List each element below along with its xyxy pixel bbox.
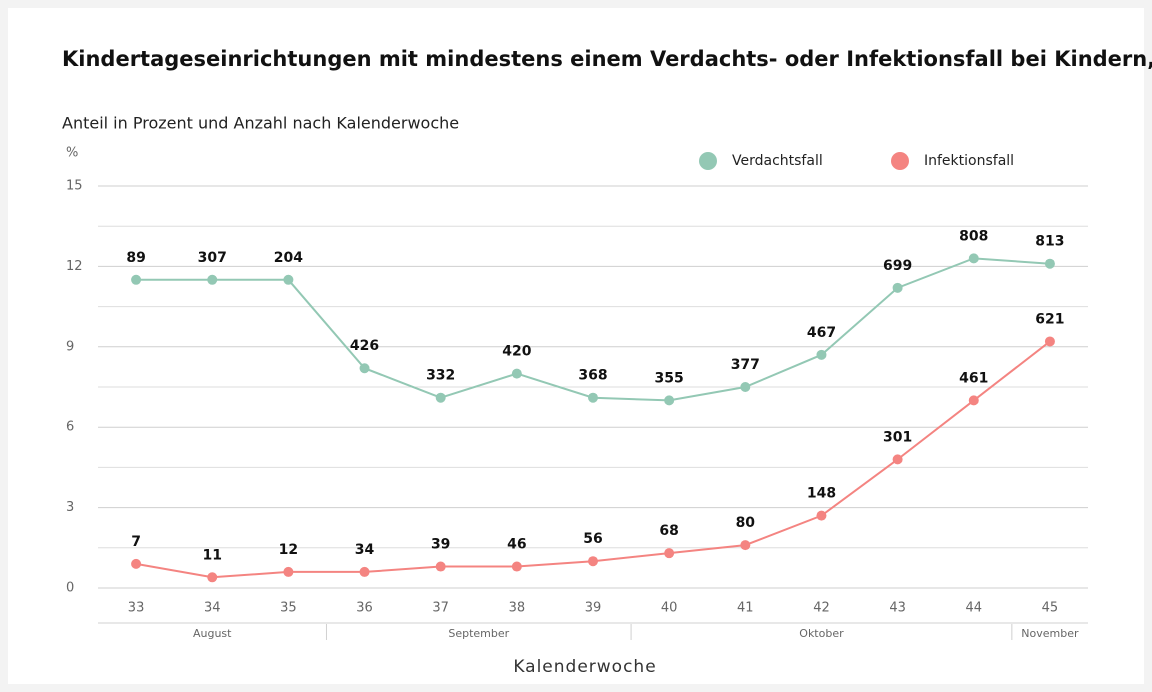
data-label: 34 [355, 542, 375, 558]
point [892, 454, 903, 465]
x-tick-label: 33 [128, 601, 145, 616]
y-tick-label: 6 [66, 420, 74, 435]
point [511, 561, 522, 572]
data-label: 467 [807, 325, 836, 341]
x-tick-label: 39 [585, 601, 602, 616]
point [892, 282, 903, 293]
x-tick-label: 38 [509, 601, 526, 616]
data-label: 420 [502, 344, 531, 360]
x-tick-label: 45 [1042, 601, 1059, 616]
x-tick-label: 42 [813, 601, 830, 616]
data-label: 68 [659, 523, 678, 539]
point [1044, 336, 1055, 347]
data-label: 12 [279, 542, 298, 558]
x-tick-label: 34 [204, 601, 221, 616]
chart-title: Kindertageseinrichtungen mit mindestens … [62, 47, 1152, 71]
point [207, 274, 218, 285]
point [740, 382, 751, 392]
point [588, 392, 598, 403]
month-label: August [193, 627, 232, 640]
y-tick-label: 0 [66, 581, 74, 596]
data-label: 368 [578, 368, 607, 384]
point [588, 556, 598, 567]
data-label: 56 [583, 531, 602, 547]
point [664, 548, 675, 559]
point [740, 540, 751, 551]
y-tick-label: 12 [66, 259, 83, 274]
data-label: 355 [655, 370, 684, 386]
point [131, 274, 142, 285]
data-label: 11 [202, 547, 221, 563]
card [8, 8, 1144, 684]
point [435, 561, 446, 572]
data-label: 461 [959, 370, 988, 386]
legend-label: Infektionsfall [924, 153, 1014, 169]
y-tick-label: 3 [66, 500, 74, 515]
x-tick-label: 37 [432, 601, 449, 616]
x-tick-label: 36 [356, 601, 373, 616]
data-label: 39 [431, 537, 450, 553]
y-tick-label: 9 [66, 339, 74, 354]
data-label: 89 [126, 250, 145, 266]
legend-label: Verdachtsfall [732, 153, 823, 169]
point [816, 510, 827, 521]
data-label: 80 [736, 515, 756, 531]
x-tick-label: 35 [280, 601, 297, 616]
point [435, 392, 446, 403]
legend-swatch [891, 152, 909, 170]
data-label: 7 [131, 534, 141, 550]
data-label: 808 [959, 228, 988, 244]
point [511, 368, 522, 379]
point [359, 363, 370, 374]
x-tick-label: 40 [661, 601, 678, 616]
y-tick-label: 15 [66, 179, 83, 194]
data-label: 307 [198, 250, 227, 266]
x-axis-label: Kalenderwoche [513, 657, 656, 677]
point [359, 566, 370, 577]
month-label: Oktober [799, 627, 844, 640]
point [1044, 258, 1055, 269]
data-label: 813 [1035, 234, 1064, 250]
point [283, 566, 294, 577]
data-label: 46 [507, 537, 526, 553]
data-label: 699 [883, 258, 912, 274]
y-unit: % [66, 146, 78, 161]
data-label: 204 [274, 250, 303, 266]
month-label: November [1021, 627, 1079, 640]
chart-subtitle: Anteil in Prozent und Anzahl nach Kalend… [62, 114, 459, 133]
point [664, 395, 675, 406]
point [816, 349, 827, 360]
data-label: 377 [731, 357, 760, 373]
data-label: 621 [1035, 311, 1064, 327]
point [131, 558, 142, 569]
point [968, 395, 979, 406]
point [283, 274, 294, 285]
data-label: 426 [350, 338, 379, 354]
legend-swatch [699, 152, 717, 170]
x-tick-label: 41 [737, 601, 754, 616]
point [207, 572, 218, 583]
x-tick-label: 44 [965, 601, 982, 616]
month-label: September [448, 627, 509, 640]
data-label: 332 [426, 368, 455, 384]
x-tick-label: 43 [889, 601, 906, 616]
data-label: 148 [807, 486, 836, 502]
point [968, 253, 979, 264]
data-label: 301 [883, 429, 912, 445]
